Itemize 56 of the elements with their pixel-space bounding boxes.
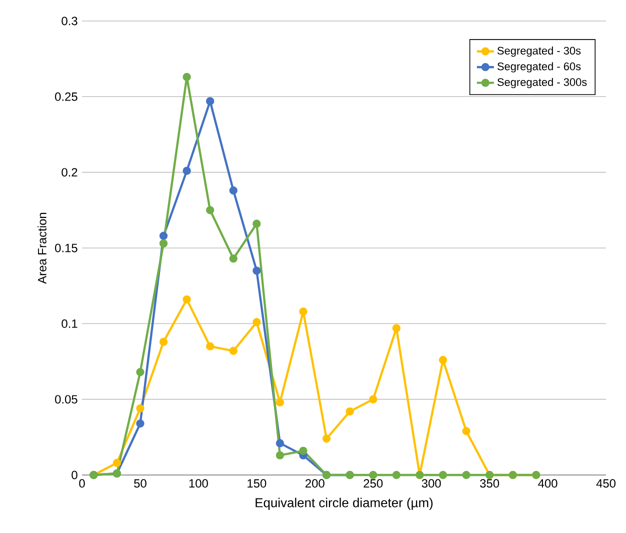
x-tick-label: 350 [480,479,500,488]
point [159,338,168,346]
y-tick-label: 0.2 [62,168,78,177]
x-tick-label: 0 [79,479,85,488]
point [159,232,168,240]
y-tick-label: 0.05 [55,395,78,404]
point [369,470,378,480]
point [159,239,168,248]
legend-label: Segregated - 60s [497,62,581,72]
y-axis-title: Area Fraction [38,212,46,284]
point [136,419,144,428]
point [252,220,261,228]
point [392,324,400,332]
y-tick-label: 0.25 [55,92,78,101]
x-tick-label: 400 [538,479,558,488]
point [206,97,214,106]
point [276,398,284,406]
point [346,407,354,416]
x-tick-label: 50 [134,479,146,488]
point [392,470,400,480]
x-tick-label: 250 [364,479,383,488]
point [462,427,470,436]
point [252,318,261,326]
x-tick-label: 300 [422,479,441,488]
point [229,346,238,355]
y-tick-label: 0.3 [62,16,78,26]
point [206,342,214,350]
point [438,470,448,480]
point [438,356,448,364]
point [252,266,261,275]
y-tick-label: 0.15 [55,244,78,252]
point [206,206,214,214]
point [136,404,144,412]
point [229,186,238,195]
point [369,395,378,404]
x-tick-label: 150 [248,479,266,488]
point [136,368,144,376]
legend-label: Segregated - 300s [497,78,587,88]
point [462,470,470,480]
y-tick-label: 0.1 [62,319,78,328]
point [322,434,331,443]
y-tick-label: 0 [72,470,78,480]
point [276,451,284,460]
point [182,72,191,82]
point [229,254,238,263]
x-tick-label: 200 [306,479,324,488]
x-axis-title: Equivalent circle diameter (µm) [256,498,433,510]
point [276,439,284,448]
point [182,295,191,304]
point [299,446,308,455]
point [112,458,122,467]
x-tick-label: 450 [596,479,616,488]
x-tick-label: 100 [189,479,208,488]
legend-label: Segregated - 30s [497,46,581,57]
point [299,307,308,316]
point [182,166,191,175]
